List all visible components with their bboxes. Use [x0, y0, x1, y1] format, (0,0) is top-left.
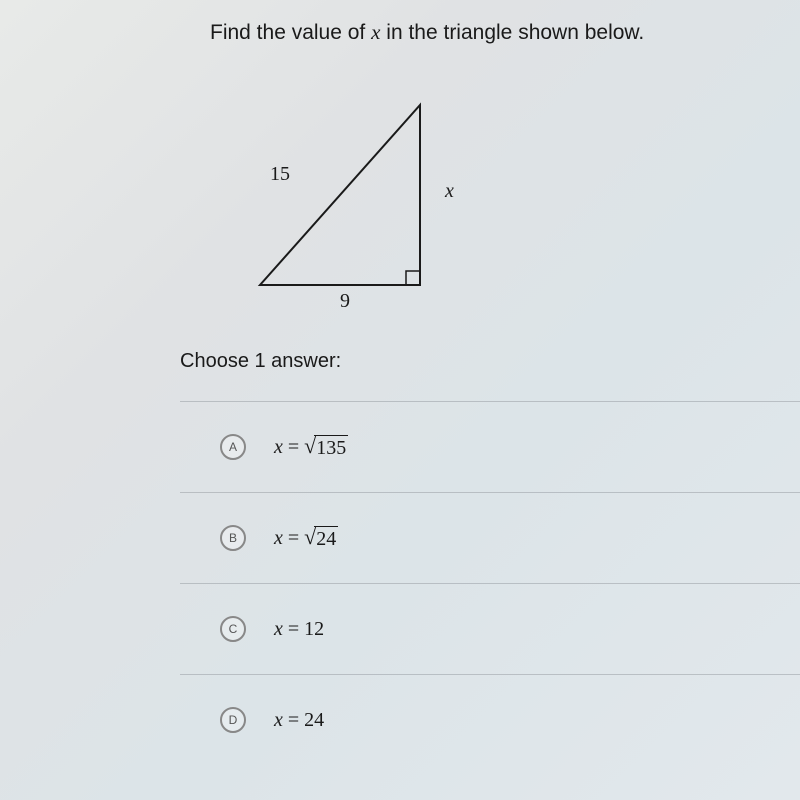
triangle-outline — [260, 105, 420, 285]
answer-expression: x = √24 — [274, 526, 338, 551]
vertical-side-label: x — [445, 180, 454, 203]
triangle-svg — [240, 85, 480, 315]
question-suffix: in the triangle shown below. — [380, 21, 644, 44]
answer-letter: C — [229, 622, 238, 636]
answer-expression: x = 12 — [274, 618, 324, 641]
sqrt-icon: √135 — [304, 435, 348, 460]
answer-letter: D — [229, 713, 238, 727]
answer-option-a[interactable]: A x = √135 — [180, 401, 800, 492]
answer-list: A x = √135 B x = √24 — [180, 401, 800, 765]
answer-letter: A — [229, 440, 237, 454]
answer-expression: x = √135 — [274, 435, 348, 460]
hypotenuse-label: 15 — [270, 163, 290, 186]
sqrt-icon: √24 — [304, 526, 338, 551]
answer-radio-b[interactable]: B — [220, 525, 246, 551]
answer-radio-a[interactable]: A — [220, 434, 246, 460]
triangle-figure: 15 x 9 — [240, 85, 480, 315]
question-prefix: Find the value of — [210, 21, 371, 44]
answer-option-b[interactable]: B x = √24 — [180, 492, 800, 583]
base-label: 9 — [340, 290, 350, 313]
answer-letter: B — [229, 531, 237, 545]
question-text: Find the value of x in the triangle show… — [210, 20, 800, 45]
answer-option-d[interactable]: D x = 24 — [180, 674, 800, 765]
answer-option-c[interactable]: C x = 12 — [180, 583, 800, 674]
answer-radio-c[interactable]: C — [220, 616, 246, 642]
right-angle-marker — [406, 271, 420, 285]
answer-radio-d[interactable]: D — [220, 707, 246, 733]
choose-answer-label: Choose 1 answer: — [180, 350, 800, 373]
answer-expression: x = 24 — [274, 709, 324, 732]
